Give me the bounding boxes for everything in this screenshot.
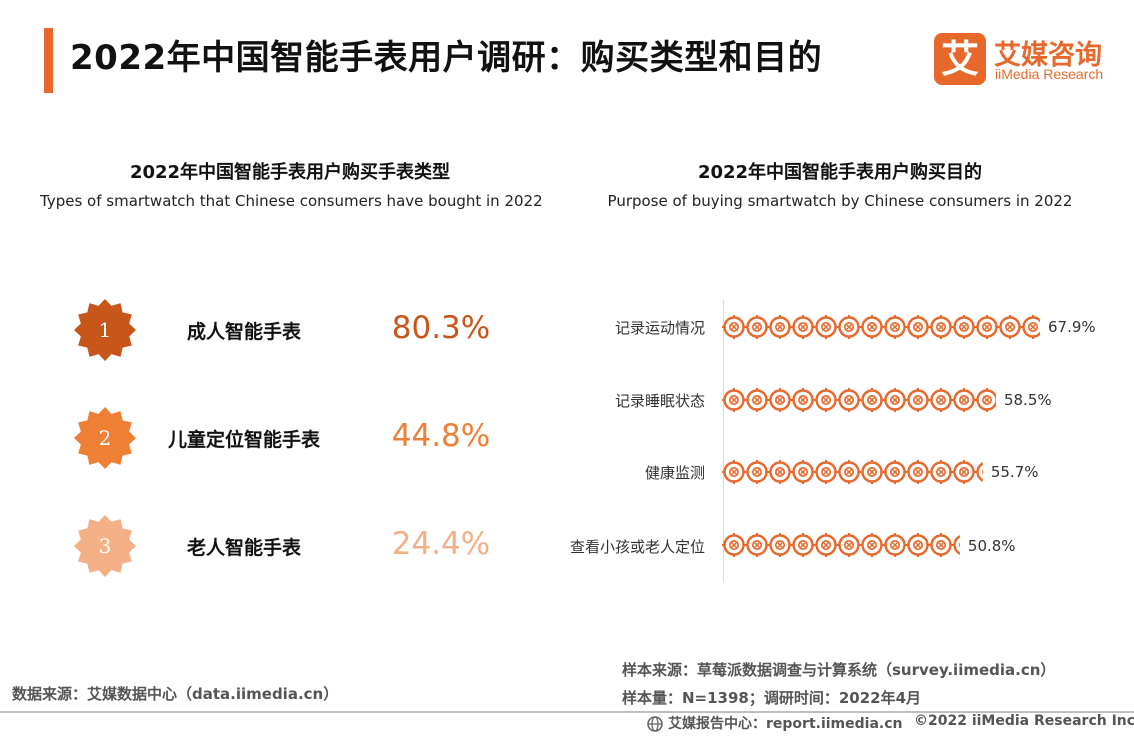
watch-dot-icon [722,533,747,558]
category-label: 记录睡眠状态 [505,390,705,411]
value-label: 50.8% [968,537,1016,555]
watch-dot-icon [814,315,839,340]
sample-source: 样本来源：草莓派数据调查与计算系统（survey.iimedia.cn） [622,659,1055,680]
globe-icon [646,715,664,733]
type-label: 儿童定位智能手表 [134,425,354,452]
watch-dot-icon [722,460,747,485]
category-label: 记录运动情况 [505,317,705,338]
value-label: 55.7% [991,463,1039,481]
logo-english-name: iiMedia Research [995,66,1103,82]
watch-dot-icon [722,315,747,340]
rank-number: 2 [74,407,136,469]
bar-1 [722,315,1046,340]
bar-4 [722,533,977,558]
watch-dot-icon [952,460,977,485]
type-row: 1 成人智能手表 80.3% [0,299,560,361]
sample-size: 样本量：N=1398；调研时间：2022年4月 [622,687,921,708]
watch-dot-icon [768,460,793,485]
logo-mark: 艾 [934,33,986,85]
watch-dot-icon [791,388,816,413]
type-label: 老人智能手表 [134,533,354,560]
watch-dot-icon [837,533,862,558]
watch-dot-icon [883,533,908,558]
value-label: 67.9% [1048,318,1096,336]
watch-dot-icon [745,388,770,413]
watch-dot-icon [998,315,1023,340]
watch-dot-icon [837,388,862,413]
copyright: ©2022 iiMedia Research Inc [914,713,1134,729]
watch-dot-icon [929,533,954,558]
watch-dot-icon [837,460,862,485]
watch-dot-icon [745,460,770,485]
watch-dot-icon [837,315,862,340]
watch-dot-icon [814,460,839,485]
watch-dot-icon [722,388,747,413]
watch-dot-icon [929,315,954,340]
type-percentage: 80.3% [366,310,516,346]
watch-dot-icon [975,388,1000,413]
watch-dot-icon [883,460,908,485]
right-chart-subtitle: Purpose of buying smartwatch by Chinese … [580,192,1100,210]
watch-dot-icon [791,315,816,340]
type-percentage: 44.8% [366,418,516,454]
watch-dot-icon [791,533,816,558]
watch-dot-icon [952,388,977,413]
watch-dot-icon [975,315,1000,340]
type-label: 成人智能手表 [134,317,354,344]
watch-dot-icon [929,388,954,413]
watch-dot-icon [768,388,793,413]
type-row: 3 老人智能手表 24.4% [0,515,560,577]
watch-dot-icon [906,460,931,485]
watch-dot-icon [929,460,954,485]
watch-dot-icon [860,460,885,485]
watch-dot-icon [883,388,908,413]
category-label: 健康监测 [505,462,705,483]
title-accent-bar [44,28,53,93]
left-chart-subtitle: Types of smartwatch that Chinese consume… [40,192,540,210]
watch-dot-icon [952,315,977,340]
rank-number: 1 [74,299,136,361]
right-chart-title: 2022年中国智能手表用户购买目的 [580,158,1100,184]
value-label: 58.5% [1004,391,1052,409]
page-title: 2022年中国智能手表用户调研：购买类型和目的 [70,30,822,79]
watch-dot-icon [745,315,770,340]
watch-dot-icon [860,388,885,413]
category-label: 查看小孩或老人定位 [505,536,705,557]
watch-dot-icon [814,533,839,558]
data-source: 数据来源：艾媒数据中心（data.iimedia.cn） [12,683,338,704]
watch-dot-icon [1021,315,1046,340]
type-percentage: 24.4% [366,526,516,562]
watch-dot-icon [906,388,931,413]
watch-dot-icon [791,460,816,485]
bar-3 [722,460,1000,485]
watch-dot-icon [768,315,793,340]
iimedia-logo: 艾 艾媒咨询 iiMedia Research [934,33,1112,85]
watch-dot-icon [906,533,931,558]
watch-dot-icon [860,533,885,558]
watch-dot-icon [906,315,931,340]
rank-number: 3 [74,515,136,577]
watch-dot-icon [883,315,908,340]
type-row: 2 儿童定位智能手表 44.8% [0,407,560,469]
bar-2 [722,388,1000,413]
watch-dot-icon [860,315,885,340]
watch-dot-icon [814,388,839,413]
watch-dot-icon [768,533,793,558]
watch-dot-icon [745,533,770,558]
report-center: 艾媒报告中心：report.iimedia.cn [668,713,903,733]
left-chart-title: 2022年中国智能手表用户购买手表类型 [40,158,540,184]
